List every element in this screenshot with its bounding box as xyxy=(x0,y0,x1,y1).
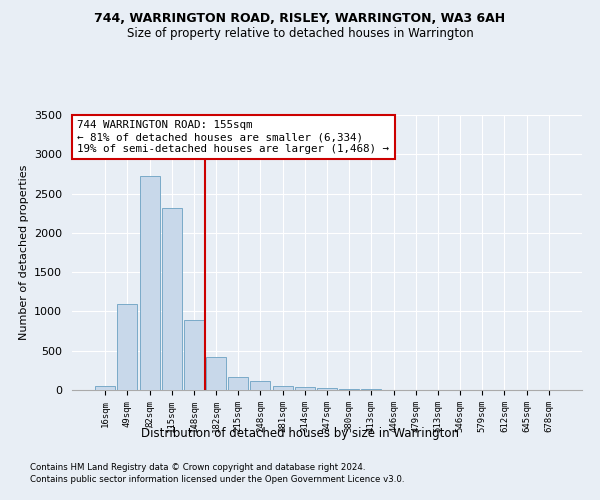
Text: Size of property relative to detached houses in Warrington: Size of property relative to detached ho… xyxy=(127,28,473,40)
Text: 744, WARRINGTON ROAD, RISLEY, WARRINGTON, WA3 6AH: 744, WARRINGTON ROAD, RISLEY, WARRINGTON… xyxy=(94,12,506,26)
Bar xyxy=(317,388,337,390)
Bar xyxy=(339,389,359,390)
Bar xyxy=(162,208,182,390)
Bar xyxy=(206,357,226,390)
Bar xyxy=(361,389,382,390)
Text: Contains HM Land Registry data © Crown copyright and database right 2024.: Contains HM Land Registry data © Crown c… xyxy=(30,463,365,472)
Bar xyxy=(228,378,248,390)
Y-axis label: Number of detached properties: Number of detached properties xyxy=(19,165,29,340)
Text: Distribution of detached houses by size in Warrington: Distribution of detached houses by size … xyxy=(141,428,459,440)
Bar xyxy=(118,304,137,390)
Bar xyxy=(184,320,204,390)
Text: 744 WARRINGTON ROAD: 155sqm
← 81% of detached houses are smaller (6,334)
19% of : 744 WARRINGTON ROAD: 155sqm ← 81% of det… xyxy=(77,120,389,154)
Bar xyxy=(95,386,115,390)
Bar xyxy=(295,387,315,390)
Text: Contains public sector information licensed under the Open Government Licence v3: Contains public sector information licen… xyxy=(30,476,404,484)
Bar xyxy=(250,382,271,390)
Bar xyxy=(272,386,293,390)
Bar xyxy=(140,176,160,390)
